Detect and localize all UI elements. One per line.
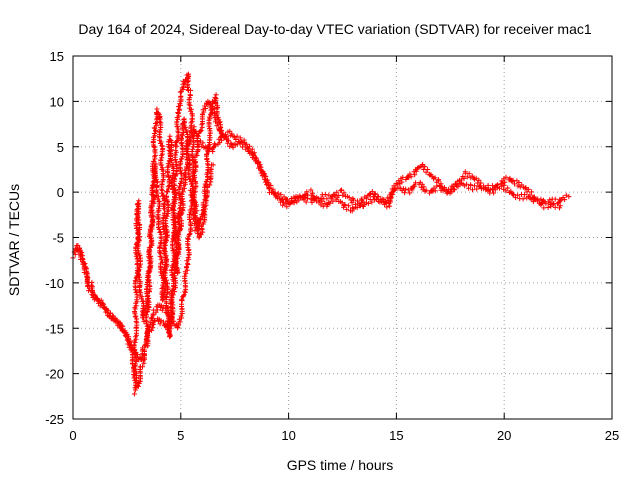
series-track-2 bbox=[72, 98, 563, 390]
grid-lines bbox=[73, 56, 612, 419]
y-tick-label: 15 bbox=[50, 49, 64, 64]
y-tick-label: 10 bbox=[50, 94, 64, 109]
x-tick-label: 10 bbox=[281, 428, 295, 443]
y-tick-label: -5 bbox=[52, 231, 64, 246]
y-tick-label: -10 bbox=[45, 276, 64, 291]
x-tick-label: 25 bbox=[605, 428, 619, 443]
y-tick-label: -25 bbox=[45, 412, 64, 427]
x-tick-label: 20 bbox=[497, 428, 511, 443]
x-tick-label: 5 bbox=[177, 428, 184, 443]
axis-ticks: 0 5 10 15 20 25 -25 -20 -15 -10 -5 0 5 10 15 bbox=[45, 49, 619, 443]
y-axis-label: SDTVAR / TECUs bbox=[6, 184, 22, 296]
y-tick-label: -15 bbox=[45, 321, 64, 336]
x-tick-label: 15 bbox=[389, 428, 403, 443]
plus-markers bbox=[72, 98, 563, 390]
y-tick-label: 5 bbox=[57, 140, 64, 155]
x-tick-label: 0 bbox=[69, 428, 76, 443]
series-track-4 bbox=[143, 116, 216, 342]
x-axis-label: GPS time / hours bbox=[287, 457, 394, 473]
y-tick-label: -20 bbox=[45, 367, 64, 382]
plus-markers bbox=[143, 116, 216, 342]
chart-title: Day 164 of 2024, Sidereal Day-to-day VTE… bbox=[78, 21, 591, 37]
y-tick-label: 0 bbox=[57, 185, 64, 200]
data-points bbox=[70, 71, 572, 397]
